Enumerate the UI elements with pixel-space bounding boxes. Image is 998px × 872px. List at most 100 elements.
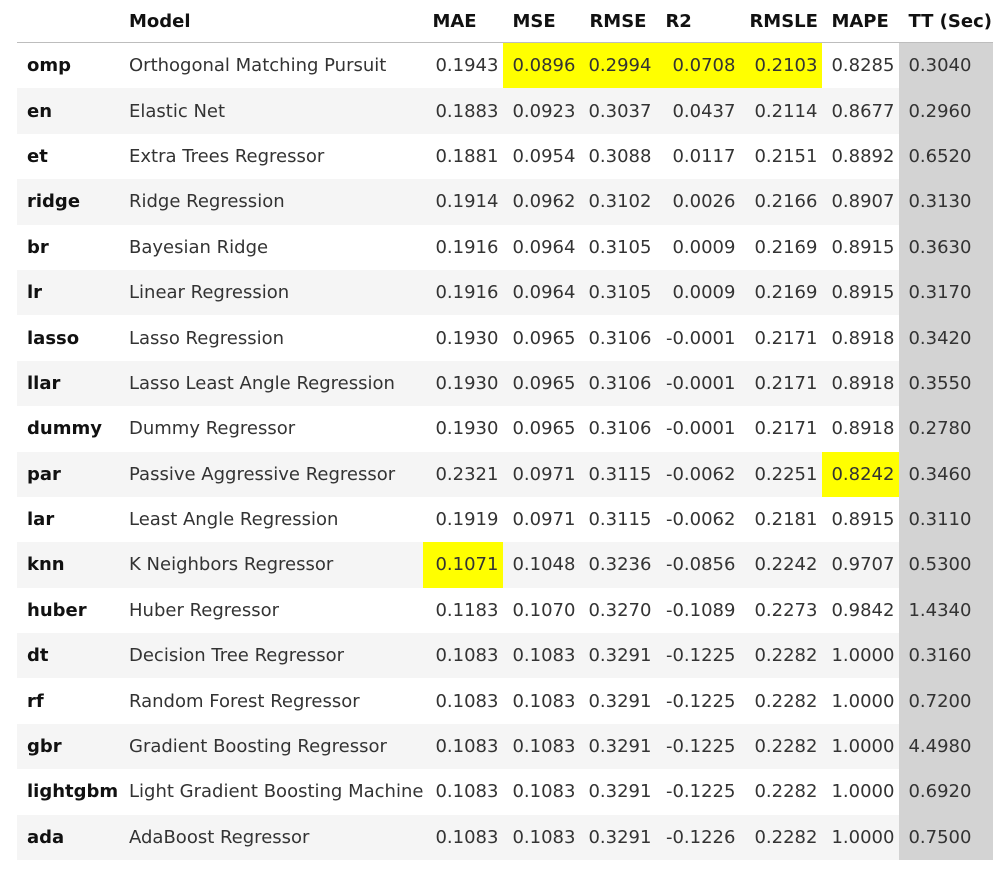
rmsle-cell: 0.2251 — [740, 451, 823, 497]
rmsle-cell: 0.2282 — [754, 781, 818, 803]
model-name-cell: Linear Regression — [122, 269, 424, 316]
tt-sec-cell: 4.4980 — [899, 723, 994, 770]
rmsle-cell: 0.2282 — [740, 814, 823, 861]
model-name-cell: Extra Trees Regressor — [129, 145, 325, 167]
mae-cell: 0.1919 — [435, 509, 499, 531]
model-name-cell: K Neighbors Regressor — [122, 542, 424, 588]
row-id: ridge — [17, 179, 122, 225]
row-id: et — [27, 145, 48, 167]
rmse-cell: 0.3102 — [580, 179, 657, 225]
model-name-cell: Light Gradient Boosting Machine — [129, 781, 424, 803]
mse-cell: 0.1048 — [503, 542, 581, 588]
mse-cell: 0.0954 — [512, 145, 576, 167]
mape-cell: 0.9707 — [822, 542, 900, 588]
model-name-cell: Bayesian Ridge — [129, 236, 269, 258]
mape-cell: 1.0000 — [822, 723, 900, 770]
model-name-cell: Lasso Regression — [129, 327, 285, 349]
tt-sec-cell: 0.3550 — [899, 360, 994, 407]
table-row: lr Linear Regression 0.1916 0.0964 0.3105 0.0… — [17, 269, 994, 316]
rmse-cell: 0.3236 — [580, 542, 657, 588]
tt-sec-cell: 1.4340 — [899, 587, 994, 634]
mae-cell: 0.1930 — [435, 327, 499, 349]
table-row: lasso Lasso Regression 0.1930 0.0965 0.3106-… — [17, 315, 994, 361]
rmsle-cell: 0.2114 — [740, 88, 823, 134]
row-id: en — [17, 88, 122, 134]
mse-cell: 0.1083 — [503, 723, 581, 770]
mape-cell: 0.8677 — [822, 88, 900, 134]
row-id: dummy — [27, 418, 102, 440]
model-name-cell: Huber Regressor — [129, 599, 280, 621]
rmsle-cell: 0.2282 — [740, 723, 823, 770]
row-id: ada — [17, 814, 122, 861]
model-name-cell: Orthogonal Matching Pursuit — [129, 55, 387, 77]
mae-cell: 0.1883 — [423, 88, 504, 134]
mape-cell: 0.8892 — [831, 145, 895, 167]
mape-cell: 0.8915 — [822, 269, 900, 316]
row-id: lasso — [27, 327, 80, 349]
rmsle-cell: 0.2151 — [754, 145, 818, 167]
row-id: huber — [27, 599, 87, 621]
mae-cell: 0.1914 — [423, 179, 504, 225]
r2-cell: -0.1225 — [665, 690, 736, 712]
mape-cell: 0.8915 — [831, 236, 895, 258]
mape-cell: 1.0000 — [831, 690, 895, 712]
tt-sec-cell: 0.3630 — [899, 224, 994, 270]
r2-cell: 0.0708 — [656, 42, 741, 89]
table-row: ada AdaBoost Regressor 0.1083 0.1083 0.3291-… — [17, 814, 994, 861]
header-row: Model MAE MSE RMSE R2 RMSLE MAPE TT (Sec… — [17, 0, 994, 43]
rmsle-cell: 0.2181 — [754, 509, 818, 531]
table-row: lightgbm Light Gradient Boosting Machine 0… — [17, 769, 994, 815]
r2-cell: -0.1225 — [665, 781, 736, 803]
r2-cell: -0.0856 — [656, 542, 741, 588]
header-tt-sec: TT (Sec) — [899, 0, 994, 43]
rmse-cell: 0.2994 — [580, 42, 657, 89]
row-id: lar — [27, 509, 55, 531]
mse-cell: 0.0964 — [512, 236, 576, 258]
rmsle-cell: 0.2273 — [754, 599, 818, 621]
r2-cell: -0.1089 — [665, 599, 736, 621]
mse-cell: 0.1083 — [512, 781, 576, 803]
table-row: knn K Neighbors Regressor 0.1071 0.1048 0.32… — [17, 542, 994, 588]
rmse-cell: 0.3291 — [580, 633, 657, 679]
mape-cell: 1.0000 — [831, 781, 895, 803]
row-id: lightgbm — [27, 781, 119, 803]
r2-cell: -0.1226 — [656, 814, 741, 861]
tt-sec-cell: 0.7200 — [899, 678, 994, 724]
rmsle-cell: 0.2242 — [740, 542, 823, 588]
rmse-cell: 0.3106 — [580, 360, 657, 407]
table-row: gbr Gradient Boosting Regressor 0.1083 0.10… — [17, 723, 994, 770]
tt-sec-cell: 0.3460 — [899, 451, 994, 497]
mape-cell: 0.8285 — [831, 55, 895, 77]
mape-cell: 1.0000 — [822, 633, 900, 679]
mse-cell: 0.1070 — [512, 599, 576, 621]
table-row: br Bayesian Ridge 0.1916 0.0964 0.3105 0.0009… — [17, 224, 994, 270]
mae-cell: 0.2321 — [423, 451, 504, 497]
mse-cell: 0.0971 — [512, 509, 576, 531]
r2-cell: -0.0001 — [665, 418, 736, 440]
tt-sec-cell: 0.3040 — [899, 42, 994, 89]
model-name-cell: Lasso Least Angle Regression — [122, 360, 424, 407]
mse-cell: 0.0923 — [503, 88, 581, 134]
mae-cell: 0.1916 — [423, 269, 504, 316]
mape-cell: 0.8918 — [831, 327, 895, 349]
mse-cell: 0.0965 — [512, 327, 576, 349]
rmsle-cell: 0.2171 — [754, 327, 818, 349]
tt-sec-cell: 0.3420 — [899, 315, 994, 361]
rmse-cell: 0.3088 — [588, 145, 652, 167]
table-row: et Extra Trees Regressor 0.1881 0.0954 0.308… — [17, 133, 994, 180]
r2-cell: -0.0001 — [665, 327, 736, 349]
r2-cell: 0.0117 — [672, 145, 736, 167]
rmse-cell: 0.3105 — [580, 269, 657, 316]
rmsle-cell: 0.2171 — [754, 418, 818, 440]
model-name-cell: Ridge Regression — [122, 179, 424, 225]
tt-sec-cell: 0.3170 — [899, 269, 994, 316]
table-row: rf Random Forest Regressor 0.1083 0.1083 0.3… — [17, 678, 994, 724]
mae-cell: 0.1083 — [435, 690, 499, 712]
table-header: Model MAE MSE RMSE R2 RMSLE MAPE TT (Sec… — [17, 0, 994, 43]
header-mape: MAPE — [822, 0, 900, 43]
r2-cell: 0.0437 — [656, 88, 741, 134]
rmsle-cell: 0.2103 — [740, 42, 823, 89]
rmsle-cell: 0.2169 — [754, 236, 818, 258]
tt-sec-cell: 0.2960 — [899, 88, 994, 134]
mse-cell: 0.0962 — [503, 179, 581, 225]
